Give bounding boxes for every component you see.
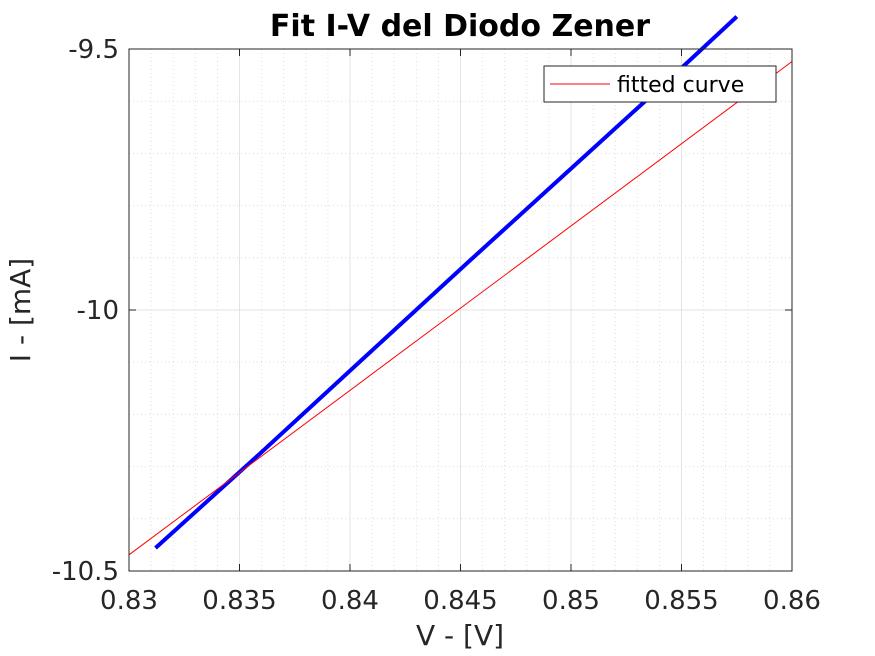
x-tick-labels: 0.83 0.835 0.84 0.845 0.85 0.855 0.86: [100, 586, 821, 616]
x-tick-label: 0.845: [423, 586, 497, 616]
x-axis-label: V - [V]: [416, 619, 504, 652]
x-tick-label: 0.855: [644, 586, 718, 616]
x-tick-label: 0.83: [100, 586, 158, 616]
x-tick-label: 0.85: [542, 586, 600, 616]
tick-marks: [128, 48, 793, 572]
legend: fitted curve: [543, 65, 777, 103]
y-tick-label: -10: [77, 296, 119, 326]
x-tick-label: 0.835: [202, 586, 276, 616]
y-tick-labels: -10.5 -10 -9.5: [52, 35, 119, 587]
fitted-curve-line: [128, 61, 793, 556]
y-tick-label: -10.5: [52, 557, 119, 587]
y-axis-label: I - [mA]: [4, 258, 37, 362]
legend-label-fitted-curve: fitted curve: [617, 73, 744, 98]
x-tick-label: 0.84: [321, 586, 379, 616]
y-tick-label: -9.5: [68, 35, 119, 65]
chart-title: Fit I-V del Diodo Zener: [270, 9, 650, 44]
x-tick-label: 0.86: [763, 586, 821, 616]
